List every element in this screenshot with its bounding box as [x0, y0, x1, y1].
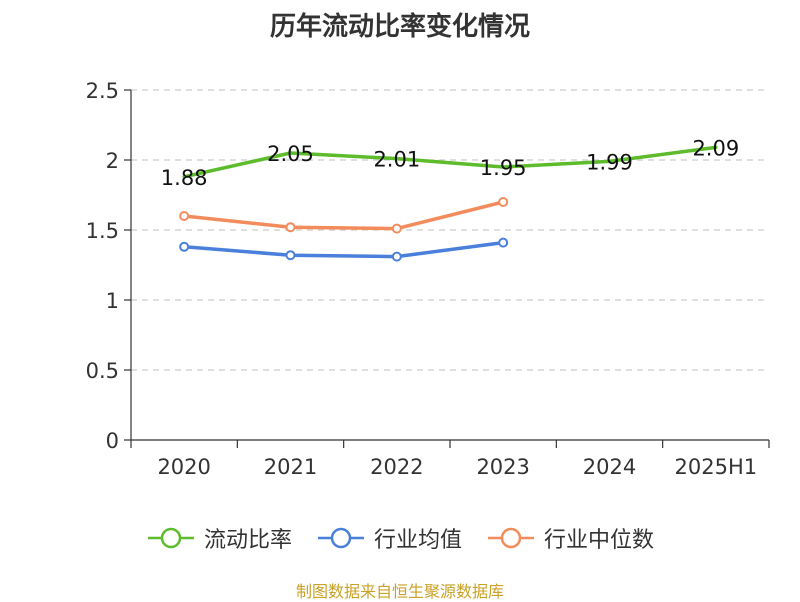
y-tick-label: 1.5	[86, 219, 119, 243]
data-point	[498, 237, 509, 248]
series-line-2	[182, 200, 505, 231]
legend-label: 行业均值	[373, 528, 462, 553]
series-line-0	[182, 145, 718, 179]
x-tick-label: 2024	[583, 455, 636, 479]
legend: 流动比率 行业均值 行业中位数	[0, 520, 800, 556]
data-point	[391, 251, 402, 262]
data-point	[179, 211, 190, 221]
data-point	[285, 222, 296, 233]
source-note: 制图数据来自恒生聚源数据库	[295, 582, 504, 601]
data-point	[285, 250, 296, 261]
legend-label: 行业中位数	[544, 528, 655, 553]
data-label: 2.09	[692, 136, 739, 160]
chart-title: 历年流动比率变化情况	[269, 12, 530, 42]
data-point	[498, 197, 509, 207]
series-lines	[179, 145, 718, 262]
x-tick-label: 2020	[157, 455, 210, 479]
y-tick-label: 2.5	[86, 79, 119, 103]
y-tick-label: 0.5	[86, 359, 119, 383]
axes: 0 0.5 1 1.5 2 2.5 2020 2021 2022 2023 2024 2025H1	[86, 79, 770, 479]
x-tick-label: 2022	[370, 455, 423, 479]
y-tick-label: 1	[106, 289, 119, 313]
grid-lines	[131, 89, 769, 371]
data-label: 1.88	[161, 166, 208, 190]
series-line-1	[182, 240, 505, 259]
data-point	[179, 241, 190, 252]
legend-label: 流动比率	[203, 528, 292, 553]
x-tick-label: 2021	[264, 455, 317, 479]
data-label: 2.05	[267, 142, 314, 166]
data-point	[391, 223, 402, 234]
legend-item: 流动比率	[146, 522, 292, 554]
legend-marker-icon	[317, 527, 364, 549]
data-label: 1.95	[480, 156, 527, 180]
legend-item: 行业中位数	[486, 522, 654, 554]
legend-item: 行业均值	[316, 522, 462, 554]
data-labels: 1.88 2.05 2.01 1.95 1.99 2.09	[161, 136, 739, 189]
data-label: 1.99	[586, 150, 633, 174]
legend-marker-icon	[488, 527, 534, 549]
legend-marker-icon	[147, 527, 194, 549]
data-label: 2.01	[373, 148, 420, 172]
x-tick-label: 2025H1	[675, 455, 758, 479]
y-tick-label: 0	[106, 429, 119, 453]
y-tick-label: 2	[106, 149, 119, 173]
x-tick-label: 2023	[476, 455, 529, 479]
